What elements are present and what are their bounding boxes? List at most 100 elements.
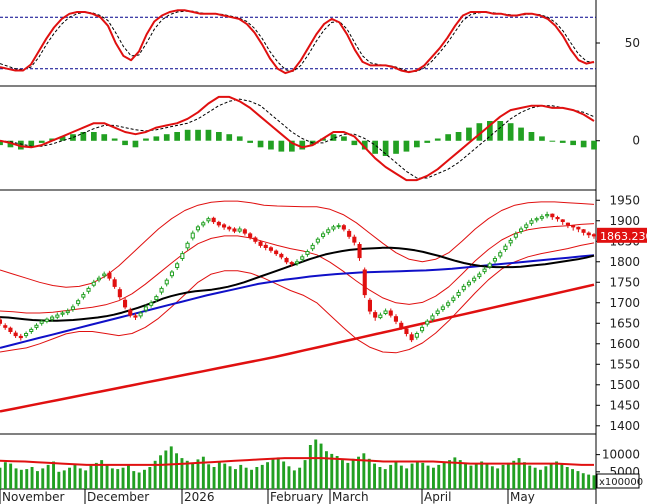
candle-body xyxy=(216,221,221,226)
candle-body xyxy=(539,216,544,219)
candle-body xyxy=(279,253,284,258)
macd-histogram-bar xyxy=(111,138,118,141)
current-price-label: 1863.230 xyxy=(600,230,647,243)
macd-histogram-bar xyxy=(195,129,201,141)
volume-bar xyxy=(421,462,425,489)
volume-bar xyxy=(464,462,467,489)
candle-body xyxy=(519,228,524,232)
volume-bar xyxy=(89,465,93,489)
month-label-3: February xyxy=(270,490,323,504)
volume-bar xyxy=(389,464,393,489)
candle-body xyxy=(591,234,597,237)
macd-histogram-bar xyxy=(487,121,493,141)
month-label-0: November xyxy=(2,490,64,504)
volume-bar xyxy=(383,469,387,489)
volume-bar xyxy=(474,463,478,489)
macd-histogram-bar xyxy=(226,134,233,141)
candle-body xyxy=(586,232,591,236)
candle-body xyxy=(300,256,305,260)
macd-histogram-bar xyxy=(216,132,222,141)
macd-histogram-bar xyxy=(559,140,566,143)
candle-body xyxy=(138,312,143,317)
volume-bar xyxy=(335,456,339,489)
macd-histogram-bar xyxy=(476,123,483,141)
candle-body xyxy=(472,277,477,282)
volume-bar xyxy=(325,451,328,489)
volume-bar xyxy=(164,450,168,489)
candle-body xyxy=(206,218,211,222)
volume-bar xyxy=(346,462,350,489)
candle-body xyxy=(237,228,242,232)
candle-body xyxy=(13,332,18,337)
macd-histogram-bar xyxy=(497,121,504,141)
macd-histogram-bar xyxy=(143,138,149,141)
volume-bar xyxy=(196,459,200,489)
candle-body xyxy=(388,310,393,316)
volume-bar xyxy=(448,460,451,489)
volume-unit-box: x100000 xyxy=(596,473,643,489)
stochastic-tick-label-0: 50 xyxy=(625,36,640,50)
macd-signal-line xyxy=(0,98,595,179)
macd-histogram-bar xyxy=(403,140,410,152)
candle-body xyxy=(18,335,23,339)
macd-histogram-bar xyxy=(341,136,347,141)
candle-body xyxy=(34,324,39,328)
price-tick-label-1: 1450 xyxy=(609,398,640,412)
candle-body xyxy=(185,242,190,249)
volume-bar xyxy=(148,467,152,489)
volume-bar xyxy=(223,463,227,489)
price-tick-label-2: 1500 xyxy=(609,378,640,392)
stochastic-panel xyxy=(0,9,596,75)
macd-histogram-bar xyxy=(372,140,378,154)
macd-histogram-bar xyxy=(351,140,358,146)
macd-histogram-bar xyxy=(466,127,472,141)
volume-bar xyxy=(560,464,564,490)
macd-histogram-bar xyxy=(570,140,576,146)
macd-histogram-bar xyxy=(549,140,556,142)
volume-bar xyxy=(266,462,269,489)
volume-bar xyxy=(62,470,66,489)
volume-bar xyxy=(314,439,318,489)
volume-bar xyxy=(565,467,569,489)
volume-bar xyxy=(36,471,39,489)
price-tick-label-5: 1650 xyxy=(609,316,640,330)
candle-body xyxy=(545,214,550,217)
candle-body xyxy=(357,244,362,259)
volume-bar xyxy=(555,461,558,489)
macd-histogram-bar xyxy=(18,140,24,150)
candle-body xyxy=(0,319,2,324)
volume-bar xyxy=(94,462,98,489)
candle-body xyxy=(367,299,372,312)
candle-body xyxy=(294,261,299,264)
macd-panel xyxy=(0,95,597,182)
volume-bar xyxy=(175,453,178,490)
volume-bar xyxy=(485,464,489,490)
volume-bar xyxy=(159,455,162,489)
volume-bar xyxy=(303,460,307,489)
volume-bar xyxy=(244,467,248,489)
volume-bar xyxy=(212,467,216,489)
volume-bar xyxy=(57,471,61,489)
candle-body xyxy=(211,217,216,223)
volume-bar xyxy=(73,463,77,489)
candle-body xyxy=(29,328,34,332)
candle-body xyxy=(268,247,273,251)
volume-bar xyxy=(292,470,296,489)
volume-bar xyxy=(84,470,88,489)
volume-bar xyxy=(469,465,473,489)
candle-body xyxy=(404,328,409,334)
macd-tick-label-0: 0 xyxy=(632,134,640,148)
macd-histogram-bar xyxy=(289,140,295,152)
y-axis-labels: 50 0 1400 1450 1500 1550 1600 1650 1700 1750 1800 1… xyxy=(596,36,640,479)
candle-body xyxy=(336,225,341,228)
x-axis-month-labels: November December 2026 February March April Ma… xyxy=(0,489,535,504)
candle-body xyxy=(70,306,76,310)
volume-bar xyxy=(458,460,462,489)
volume-bar xyxy=(78,468,82,489)
price-panel xyxy=(0,200,597,413)
volume-bar xyxy=(432,467,435,489)
volume-bar xyxy=(581,473,585,489)
candle-body xyxy=(107,272,112,279)
volume-bar xyxy=(298,467,302,489)
